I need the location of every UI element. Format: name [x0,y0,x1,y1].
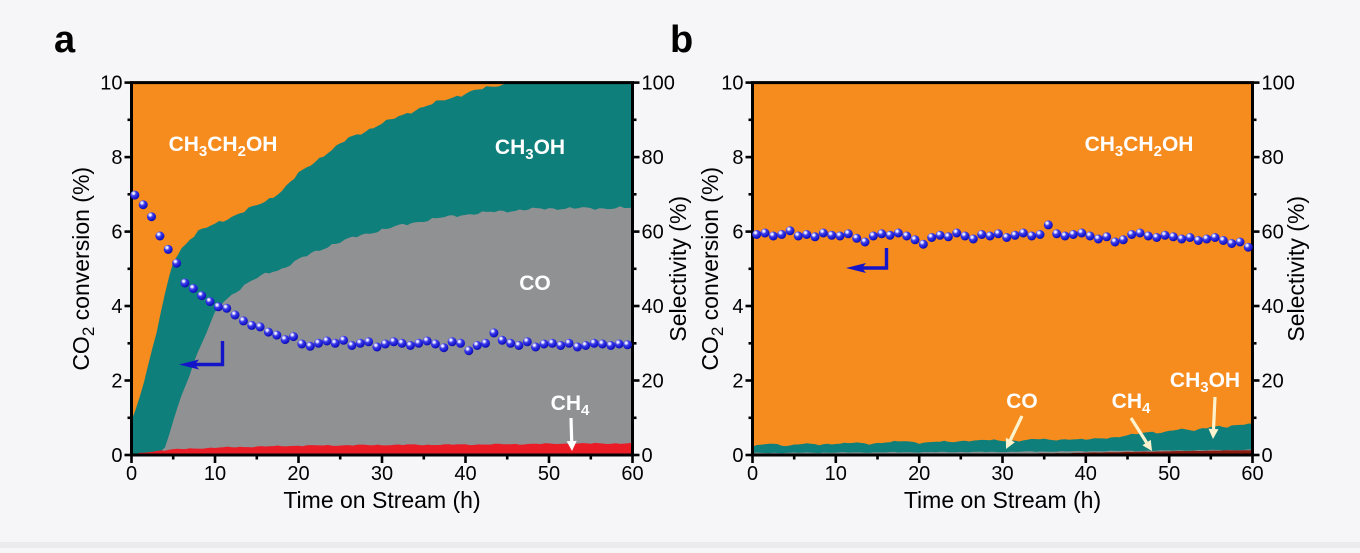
svg-text:Selectivity (%): Selectivity (%) [665,196,691,342]
svg-text:20: 20 [908,463,930,485]
svg-text:CO: CO [1006,390,1038,413]
svg-text:CO2 conversion (%): CO2 conversion (%) [68,167,98,371]
svg-text:60: 60 [1262,222,1284,244]
svg-text:6: 6 [732,222,743,244]
svg-text:40: 40 [1262,296,1284,318]
svg-text:20: 20 [1262,371,1284,393]
svg-text:0: 0 [1262,445,1273,467]
svg-text:20: 20 [287,463,309,485]
svg-text:CH3CH2OH: CH3CH2OH [169,133,278,160]
svg-text:40: 40 [1075,463,1097,485]
svg-text:40: 40 [454,463,476,485]
svg-text:0: 0 [732,445,743,467]
svg-text:60: 60 [621,463,643,485]
svg-text:10: 10 [204,463,226,485]
svg-text:40: 40 [642,296,664,318]
svg-text:8: 8 [111,147,122,169]
svg-text:4: 4 [732,296,743,318]
svg-text:10: 10 [100,73,122,95]
svg-text:2: 2 [732,371,743,393]
svg-text:50: 50 [538,463,560,485]
svg-text:b: b [670,19,693,61]
svg-text:10: 10 [721,73,743,95]
svg-text:Time on Stream (h): Time on Stream (h) [283,487,480,513]
svg-text:0: 0 [747,463,758,485]
svg-text:CH3CH2OH: CH3CH2OH [1085,133,1194,160]
svg-text:100: 100 [1262,73,1295,95]
svg-text:Selectivity (%): Selectivity (%) [1283,196,1309,342]
svg-text:10: 10 [825,463,847,485]
svg-text:CO2 conversion (%): CO2 conversion (%) [697,167,727,371]
svg-text:100: 100 [642,73,675,95]
svg-text:Time on Stream (h): Time on Stream (h) [904,487,1101,513]
svg-text:6: 6 [111,222,122,244]
svg-text:60: 60 [1241,463,1263,485]
svg-text:8: 8 [732,147,743,169]
svg-text:a: a [54,19,76,61]
svg-text:50: 50 [1158,463,1180,485]
svg-text:30: 30 [991,463,1013,485]
svg-text:0: 0 [126,463,137,485]
svg-text:20: 20 [642,371,664,393]
svg-text:2: 2 [111,371,122,393]
svg-text:80: 80 [642,147,664,169]
svg-text:30: 30 [371,463,393,485]
svg-text:CO: CO [519,272,551,295]
svg-text:60: 60 [642,222,664,244]
svg-text:4: 4 [111,296,122,318]
svg-text:0: 0 [111,445,122,467]
svg-text:80: 80 [1262,147,1284,169]
svg-text:0: 0 [642,445,653,467]
